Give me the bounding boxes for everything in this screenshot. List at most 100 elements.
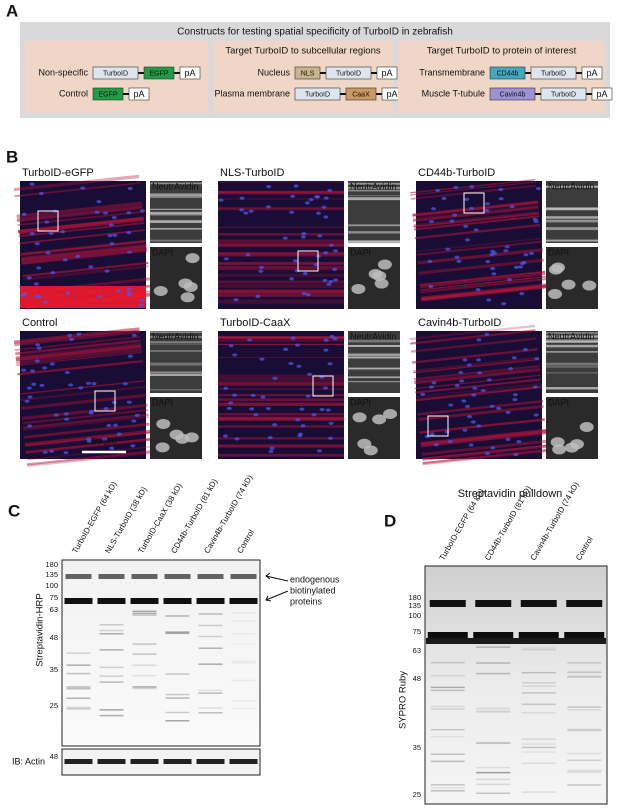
thumb-texture — [348, 195, 400, 197]
nucleus — [435, 188, 441, 193]
nucleus — [34, 242, 40, 246]
smear-band — [521, 682, 556, 684]
fiber-streak — [218, 382, 344, 386]
fiber-streak — [218, 243, 344, 247]
nucleus — [39, 383, 45, 387]
nucleus — [268, 449, 274, 454]
nucleus — [311, 413, 317, 417]
smear-band — [430, 790, 465, 792]
fiber-streak — [412, 201, 538, 217]
nucleus — [96, 199, 102, 204]
channel-label: DAPI — [350, 247, 371, 257]
thumb-texture — [546, 332, 598, 335]
nucleus — [33, 294, 39, 298]
nucleus — [484, 451, 490, 456]
fiber-streak — [26, 450, 153, 466]
smear-band — [476, 783, 511, 786]
smear-band — [430, 753, 465, 755]
nucleus — [321, 205, 327, 209]
thumb-nucleus — [372, 414, 387, 425]
nucleus — [462, 358, 468, 362]
nucleus — [503, 249, 509, 253]
nucleus — [289, 210, 295, 214]
nucleus — [476, 424, 482, 428]
fiber-streak — [417, 248, 544, 265]
nucleus — [476, 358, 482, 362]
nucleus — [223, 257, 229, 261]
smear-band — [198, 647, 223, 649]
fiber-streak — [410, 184, 537, 200]
nucleus — [472, 386, 478, 390]
nucleus — [520, 262, 526, 266]
nucleus — [138, 303, 144, 307]
nucleus — [490, 446, 496, 450]
thumb-nucleus — [551, 262, 566, 273]
fiber-streak — [413, 211, 540, 228]
band — [196, 598, 225, 604]
nucleus — [322, 278, 328, 283]
nucleus — [454, 255, 460, 259]
nucleus — [243, 211, 249, 215]
nucleus — [466, 363, 472, 367]
fiber-streak — [23, 422, 150, 439]
nucleus — [64, 417, 70, 421]
smear-band — [476, 708, 511, 711]
thumb-texture — [150, 193, 202, 197]
nucleus — [299, 407, 305, 411]
smear-band — [521, 711, 556, 714]
smear-band — [567, 675, 602, 678]
nucleus — [428, 284, 434, 289]
smear-band — [198, 613, 223, 615]
thumb-nucleus — [368, 269, 383, 280]
thumbnail-neutravidin — [546, 181, 598, 243]
nucleus — [511, 356, 517, 360]
actin-marker: 48 — [50, 752, 58, 761]
smear-band — [430, 784, 465, 786]
construct-part-label: EGFP — [149, 70, 168, 77]
fiber-streak — [218, 402, 344, 406]
smear-band — [165, 631, 190, 634]
marker-label: 100 — [408, 611, 421, 620]
thumb-nucleus — [377, 259, 392, 270]
nucleus — [245, 253, 251, 257]
channel-label: DAPI — [548, 397, 569, 407]
nucleus — [513, 265, 519, 269]
fiber-streak — [218, 273, 344, 277]
construct-part — [179, 66, 201, 80]
nucleus — [31, 382, 37, 386]
nucleus — [448, 403, 454, 407]
nucleus — [89, 409, 95, 413]
thumb-nucleus — [383, 409, 398, 420]
nucleus — [485, 202, 491, 206]
construct-part — [591, 87, 613, 101]
nucleus — [319, 407, 325, 412]
nucleus — [489, 404, 495, 408]
nucleus — [329, 334, 335, 339]
marker-label: 75 — [50, 593, 58, 602]
fiber-streak — [410, 329, 536, 345]
smear-band — [231, 632, 256, 635]
fiber-streak — [218, 356, 344, 358]
thumb-texture — [546, 185, 598, 188]
nucleus — [233, 298, 239, 302]
thumb-texture — [150, 343, 202, 345]
marker-label: 48 — [413, 674, 421, 683]
smear-band — [567, 676, 602, 679]
nucleus — [53, 413, 59, 417]
marker-label: 25 — [50, 701, 58, 710]
nucleus — [323, 338, 329, 342]
fiber-streak — [410, 337, 537, 353]
nucleus — [485, 259, 491, 264]
band — [164, 574, 191, 579]
fiber-streak — [18, 217, 144, 232]
nucleus — [328, 243, 334, 247]
construct-label: Non-specific — [38, 67, 88, 77]
fiber-streak — [421, 283, 547, 300]
nucleus — [255, 294, 261, 298]
smear-band — [476, 771, 511, 774]
construct-part — [489, 87, 536, 101]
nucleus — [228, 401, 234, 405]
fiber-streak — [218, 233, 344, 236]
nucleus — [316, 449, 322, 453]
smear-band — [132, 653, 157, 655]
